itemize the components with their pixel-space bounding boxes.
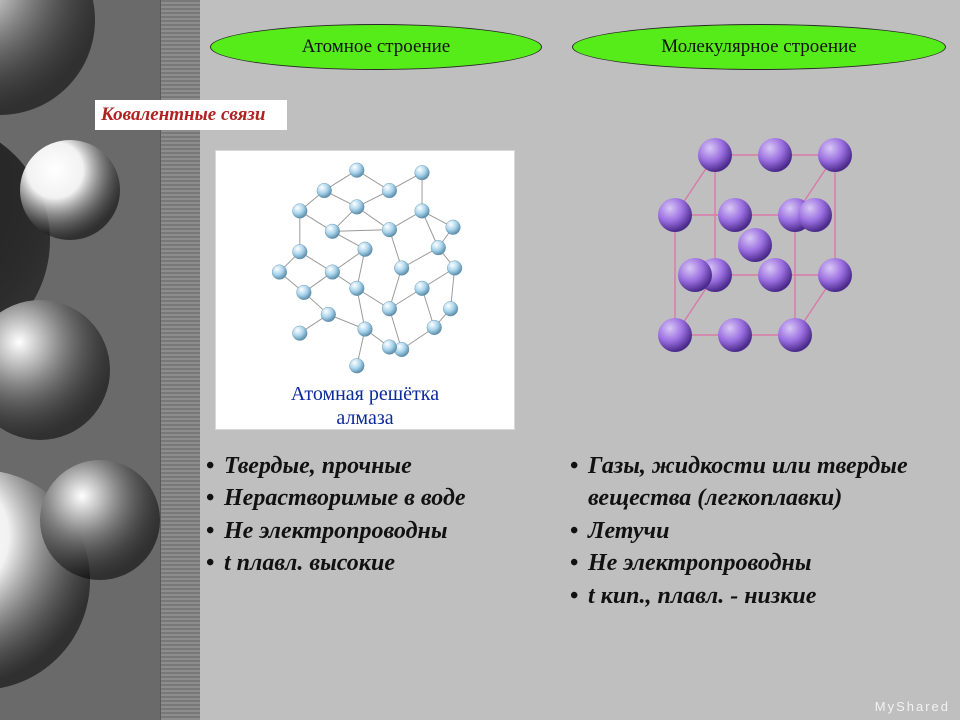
header-molecular-structure: Молекулярное строение [572,24,946,70]
diamond-lattice-figure: Атомная решётка алмаза [215,150,515,430]
property-item: •Газы, жидкости или твердые вещества (ле… [570,450,950,515]
property-text: Не электропроводны [224,515,448,547]
slide-root: Атомное строение Молекулярное строение К… [0,0,960,720]
property-text: Летучи [588,515,669,547]
property-text: Твердые, прочные [224,450,412,482]
watermark-text: MyShared [875,699,950,714]
diamond-lattice-caption: Атомная решётка алмаза [215,382,515,430]
molecular-properties-list: •Газы, жидкости или твердые вещества (ле… [570,450,950,612]
bullet-icon: • [206,547,224,579]
property-text: Не электропроводны [588,547,812,579]
property-item: •Нерастворимые в воде [206,482,546,514]
diamond-lattice-svg [225,158,505,378]
bullet-icon: • [206,515,224,547]
covalent-bonds-label: Ковалентные связи [95,100,287,130]
property-item: •Летучи [570,515,950,547]
bullet-icon: • [570,450,588,515]
caption-line2: алмаза [336,407,393,429]
bullet-icon: • [206,450,224,482]
property-item: •t кип., плавл. - низкие [570,580,950,612]
property-item: •t плавл. высокие [206,547,546,579]
property-item: •Не электропроводны [570,547,950,579]
bullet-icon: • [206,482,224,514]
bullet-icon: • [570,580,588,612]
property-item: •Не электропроводны [206,515,546,547]
header-atomic-structure: Атомное строение [210,24,542,70]
bullet-icon: • [570,515,588,547]
atomic-properties-list: •Твердые, прочные•Нерастворимые в воде•Н… [206,450,546,580]
property-text: t плавл. высокие [224,547,395,579]
property-text: Нерастворимые в воде [224,482,466,514]
property-item: •Твердые, прочные [206,450,546,482]
property-text: t кип., плавл. - низкие [588,580,816,612]
property-text: Газы, жидкости или твердые вещества (лег… [588,450,950,515]
molecular-lattice-svg [590,95,920,395]
caption-line1: Атомная решётка [291,383,439,405]
bullet-icon: • [570,547,588,579]
content-panel: Атомное строение Молекулярное строение К… [200,0,960,720]
